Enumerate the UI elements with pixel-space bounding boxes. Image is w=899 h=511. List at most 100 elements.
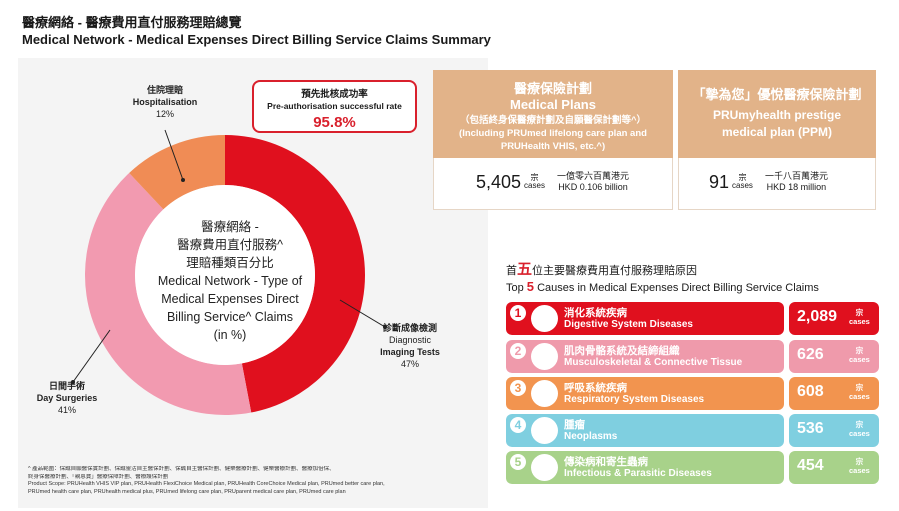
cause-count: 2,089 xyxy=(797,308,838,325)
cause-count: 608 xyxy=(797,383,824,400)
slice-value-label: 47% xyxy=(400,359,419,369)
cause-bar: 2 肌肉骨骼系統及結締組織 Musculoskeletal & Connecti… xyxy=(506,340,784,373)
cause-bar: 5 傳染病和寄生蟲病 Infectious & Parasitic Diseas… xyxy=(506,451,784,484)
center-title-line: Medical Network - Type of xyxy=(157,274,303,288)
slice-label-en: Diagnostic xyxy=(388,335,432,345)
plan-subtitle: (Including PRUmed lifelong care plan and xyxy=(459,128,647,139)
plan-subtitle: （包括終身保醫療計劃及自願醫保計劃等^） xyxy=(459,115,647,126)
center-title-line: (in %) xyxy=(213,328,247,342)
center-title-line: 醫療網絡 - xyxy=(201,220,259,234)
plan-card-medical-plans: 醫療保險計劃 Medical Plans （包括終身保醫療計劃及自願醫保計劃等^… xyxy=(433,70,673,210)
cause-count-box: 626 宗 cases xyxy=(789,340,879,373)
cause-count-unit: 宗 cases xyxy=(849,308,870,326)
plan-title-en: medical plan (PPM) xyxy=(721,125,833,139)
leader-dot xyxy=(181,178,185,182)
donut-slice xyxy=(85,172,252,415)
cause-label-en: Musculoskeletal & Connective Tissue xyxy=(564,357,743,368)
plan-count: 91 宗 cases 一千八百萬港元 HKD 18 million xyxy=(709,171,828,193)
slice-label-day-surgeries: 日間手術 Day Surgeries 41% xyxy=(22,380,112,416)
cause-bar: 3 呼吸系統疾病 Respiratory System Diseases xyxy=(506,377,784,410)
plan-title-en: PRUmyhealth prestige xyxy=(712,108,842,122)
leader-line xyxy=(72,329,111,383)
slice-value-label: 41% xyxy=(57,405,76,415)
plan-title-en: Medical Plans xyxy=(510,97,596,112)
slice-value-label: 12% xyxy=(155,109,174,119)
plan-card-header: 「摯為您」優悅醫療保險計劃 PRUmyhealth prestige medic… xyxy=(678,70,876,158)
top5-title: 首五位主要醫療費用直付服務理賠原因 Top 5 Causes in Medica… xyxy=(506,262,819,296)
cause-bar: 4 腫瘤 Neoplasms xyxy=(506,414,784,447)
donut-slice xyxy=(225,135,365,413)
cause-count: 536 xyxy=(797,420,824,437)
top5-title-en: Top 5 Causes in Medical Expenses Direct … xyxy=(506,279,819,294)
cause-label-zh: 消化系統疾病 xyxy=(564,307,627,319)
preauth-value: 95.8% xyxy=(313,114,356,131)
slice-label-diagnostic: 診斷成像檢測 Diagnostic Imaging Tests 47% xyxy=(360,322,460,370)
leader-line xyxy=(339,299,386,328)
cause-bar: 1 消化系統疾病 Digestive System Diseases xyxy=(506,302,784,335)
plan-count-unit: 宗 cases xyxy=(732,173,753,190)
lungs-icon xyxy=(531,380,558,407)
footnote-line: 終身保醫療計劃、「親恩寶」醫療保障計劃、醫療護保計劃 xyxy=(28,473,169,480)
slice-label-hospitalisation: 住院理賠 Hospitalisation 12% xyxy=(110,84,220,120)
plan-subtitle: PRUHealth VHIS, etc.^) xyxy=(500,141,606,152)
plan-title-zh: 醫療保險計劃 xyxy=(513,81,592,96)
cause-rank: 1 xyxy=(510,305,526,321)
page-title-zh: 醫療網絡 - 醫療費用直付服務理賠總覽 xyxy=(22,15,242,30)
cause-rank: 3 xyxy=(510,380,526,396)
cause-count: 454 xyxy=(797,457,824,474)
plan-amount: 一億零六百萬港元 HKD 0.106 billion xyxy=(556,171,629,192)
plan-count-number: 91 xyxy=(709,171,730,192)
cause-label-zh: 腫瘤 xyxy=(564,419,585,431)
bone-icon xyxy=(531,343,558,370)
donut-center-title: 醫療網絡 - 醫療費用直付服務^ 理賠種類百分比 Medical Network… xyxy=(130,218,330,344)
cause-count-box: 454 宗 cases xyxy=(789,451,879,484)
cell-icon xyxy=(531,417,558,444)
center-title-line: Medical Expenses Direct xyxy=(161,292,299,306)
cause-count-box: 536 宗 cases xyxy=(789,414,879,447)
cause-count-unit: 宗 cases xyxy=(849,420,870,438)
slice-label-en: Day Surgeries xyxy=(36,393,98,403)
plan-card-header: 醫療保險計劃 Medical Plans （包括終身保醫療計劃及自願醫保計劃等^… xyxy=(433,70,673,158)
top5-title-zh: 首五位主要醫療費用直付服務理賠原因 xyxy=(506,261,698,278)
cause-label-en: Neoplasms xyxy=(564,431,618,442)
page-title: 醫療網絡 - 醫療費用直付服務理賠總覽 Medical Network - Me… xyxy=(22,14,491,48)
preauth-label-zh: 預先批核成功率 xyxy=(301,89,368,100)
plan-card-body: 5,405 宗 cases 一億零六百萬港元 HKD 0.106 billion xyxy=(433,158,673,210)
preauth-label-en: Pre-authorisation successful rate xyxy=(267,101,402,111)
plan-title-zh: 「摯為您」優悅醫療保險計劃 xyxy=(692,87,862,102)
leader-dot xyxy=(71,380,75,384)
page-title-en: Medical Network - Medical Expenses Direc… xyxy=(22,32,491,47)
slice-label-en: Hospitalisation xyxy=(132,97,198,107)
cause-count-unit: 宗 cases xyxy=(849,383,870,401)
cause-count-box: 2,089 宗 cases xyxy=(789,302,879,335)
cause-count: 626 xyxy=(797,346,824,363)
plan-count-unit: 宗 cases xyxy=(524,173,545,190)
cause-label-en: Respiratory System Diseases xyxy=(564,394,705,405)
slice-label-zh: 日間手術 xyxy=(48,381,85,391)
preauth-rate-box: 預先批核成功率 Pre-authorisation successful rat… xyxy=(252,80,417,133)
footnote-line: PRUmed health care plan, PRUhealth medic… xyxy=(28,488,346,495)
plan-card-body: 91 宗 cases 一千八百萬港元 HKD 18 million xyxy=(678,158,876,210)
donut-hole xyxy=(135,185,315,365)
cause-label-zh: 呼吸系統疾病 xyxy=(564,382,627,394)
stomach-icon xyxy=(531,305,558,332)
cause-label-en: Digestive System Diseases xyxy=(564,319,693,330)
footnote: ^ 產品範圍：保誠自願醫保實計劃、保誠靈活自主醫保計劃、保誠自主醫保計劃、健樂醫… xyxy=(28,466,478,496)
cause-label-zh: 肌肉骨骼系統及結締組織 xyxy=(564,345,680,357)
cause-rank: 4 xyxy=(510,417,526,433)
plan-count-number: 5,405 xyxy=(476,171,522,192)
cause-label-en: Infectious & Parasitic Diseases xyxy=(564,468,712,479)
cause-rank: 5 xyxy=(510,454,526,470)
slice-label-en: Imaging Tests xyxy=(380,347,440,357)
leader-line xyxy=(164,129,184,181)
cause-count-box: 608 宗 cases xyxy=(789,377,879,410)
donut-slice xyxy=(129,135,225,210)
cause-label-zh: 傳染病和寄生蟲病 xyxy=(564,456,648,468)
cause-count-unit: 宗 cases xyxy=(849,457,870,475)
slice-label-zh: 住院理賠 xyxy=(146,85,183,95)
center-title-line: 理賠種類百分比 xyxy=(186,256,274,270)
virus-icon xyxy=(531,454,558,481)
cause-count-unit: 宗 cases xyxy=(849,346,870,364)
plan-card-ppm: 「摯為您」優悅醫療保險計劃 PRUmyhealth prestige medic… xyxy=(678,70,876,210)
